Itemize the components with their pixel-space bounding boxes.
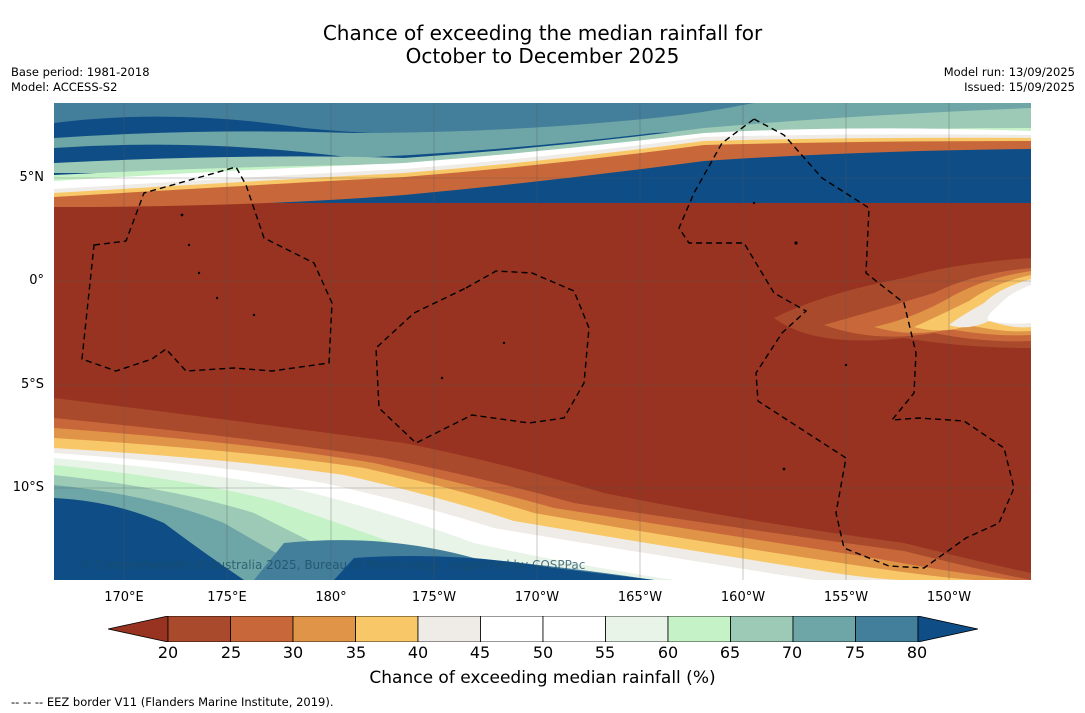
island [197, 271, 201, 275]
colorbar-segment [667, 616, 731, 642]
islands [180, 201, 848, 471]
island [180, 213, 184, 217]
island [782, 467, 786, 471]
colorbar-segment [355, 616, 419, 642]
south-band [54, 398, 1031, 580]
colorbar-tick-20: 20 [157, 643, 179, 662]
north-band-30 [54, 141, 1031, 207]
lat-label-0: 0° [29, 273, 44, 288]
meta-right: Model run: 13/09/2025 Issued: 15/09/2025 [944, 65, 1075, 95]
eez-kiribati-gilbert [81, 166, 333, 372]
colorbar-segment [730, 616, 794, 642]
colorbar-tick-50: 50 [532, 643, 554, 662]
issued-date: Issued: 15/09/2025 [964, 80, 1075, 94]
colorbar-segment [480, 616, 544, 642]
south-band-80 [54, 498, 244, 580]
colorbar-tick-70: 70 [781, 643, 803, 662]
model-name: Model: ACCESS-S2 [11, 80, 118, 94]
colorbar-segment [230, 616, 294, 642]
colorbar-segment [542, 616, 606, 642]
lon-label-155w: 155°W [823, 590, 869, 605]
lon-label-165w: 165°W [617, 590, 663, 605]
colorbar-extend-low [108, 616, 169, 642]
base-period: Base period: 1981-2018 [11, 65, 150, 79]
south-band-80b [334, 555, 654, 580]
eez-kiribati-phoenix [375, 270, 590, 444]
lon-label-180: 180° [315, 590, 347, 605]
lon-label-170w: 170°W [514, 590, 560, 605]
colorbar-tick-45: 45 [469, 643, 491, 662]
lon-label-160w: 160°W [720, 590, 766, 605]
island [752, 201, 756, 205]
colorbar-title: Chance of exceeding median rainfall (%) [369, 668, 716, 688]
colorbar-segment [167, 616, 231, 642]
model-run: Model run: 13/09/2025 [943, 65, 1075, 79]
colorbar-tick-55: 55 [594, 643, 616, 662]
lon-label-175w: 175°W [411, 590, 457, 605]
lat-label-5s: 5°S [20, 377, 44, 392]
colorbar-tick-35: 35 [345, 643, 367, 662]
island [794, 241, 798, 245]
colorbar-tick-30: 30 [282, 643, 304, 662]
north-band-70 [54, 103, 1031, 158]
colorbar-segment [605, 616, 669, 642]
island [502, 341, 506, 345]
colorbar-tick-80: 80 [906, 643, 928, 662]
tongue-50 [987, 285, 1031, 324]
colorbar-extend-high [917, 616, 978, 642]
lon-label-150w: 150°W [926, 590, 972, 605]
meta-left: Base period: 1981-2018 Model: ACCESS-S2 [11, 65, 150, 95]
graticule [54, 103, 1031, 580]
colorbar-tick-60: 60 [657, 643, 679, 662]
island [844, 363, 848, 367]
island [187, 243, 191, 247]
north-band [54, 103, 1031, 207]
lat-label-10s: 10°S [12, 480, 44, 495]
colorbar-tick-65: 65 [719, 643, 741, 662]
eez-note: -- -- -- EEZ border V11 (Flanders Marine… [11, 695, 334, 709]
colorbar-segment [855, 616, 919, 642]
lon-label-170e: 170°E [104, 590, 144, 605]
eez-borders [81, 118, 1015, 569]
eez-kiribati-line [678, 118, 1015, 569]
lat-label-5n: 5°N [19, 170, 45, 185]
colorbar [108, 616, 978, 642]
equatorial-tongue [774, 258, 1031, 348]
rainfall-map-svg [54, 103, 1031, 580]
island [440, 376, 444, 380]
title-line-2: October to December 2025 [405, 44, 680, 68]
colorbar-segment [417, 616, 481, 642]
title-line-1: Chance of exceeding the median rainfall … [322, 21, 763, 45]
colorbar-tick-75: 75 [844, 643, 866, 662]
colorbar-segment [292, 616, 356, 642]
island [252, 313, 256, 317]
colorbar-tick-40: 40 [407, 643, 429, 662]
north-band-65 [54, 108, 1031, 173]
island [215, 296, 219, 300]
copyright-notice: © Commonwealth of Australia 2025, Bureau… [80, 558, 586, 572]
rainfall-map [54, 103, 1031, 580]
colorbar-tick-25: 25 [220, 643, 242, 662]
lon-label-175e: 175°E [207, 590, 247, 605]
colorbar-segment [792, 616, 856, 642]
map-title: Chance of exceeding the median rainfall … [0, 22, 1085, 68]
